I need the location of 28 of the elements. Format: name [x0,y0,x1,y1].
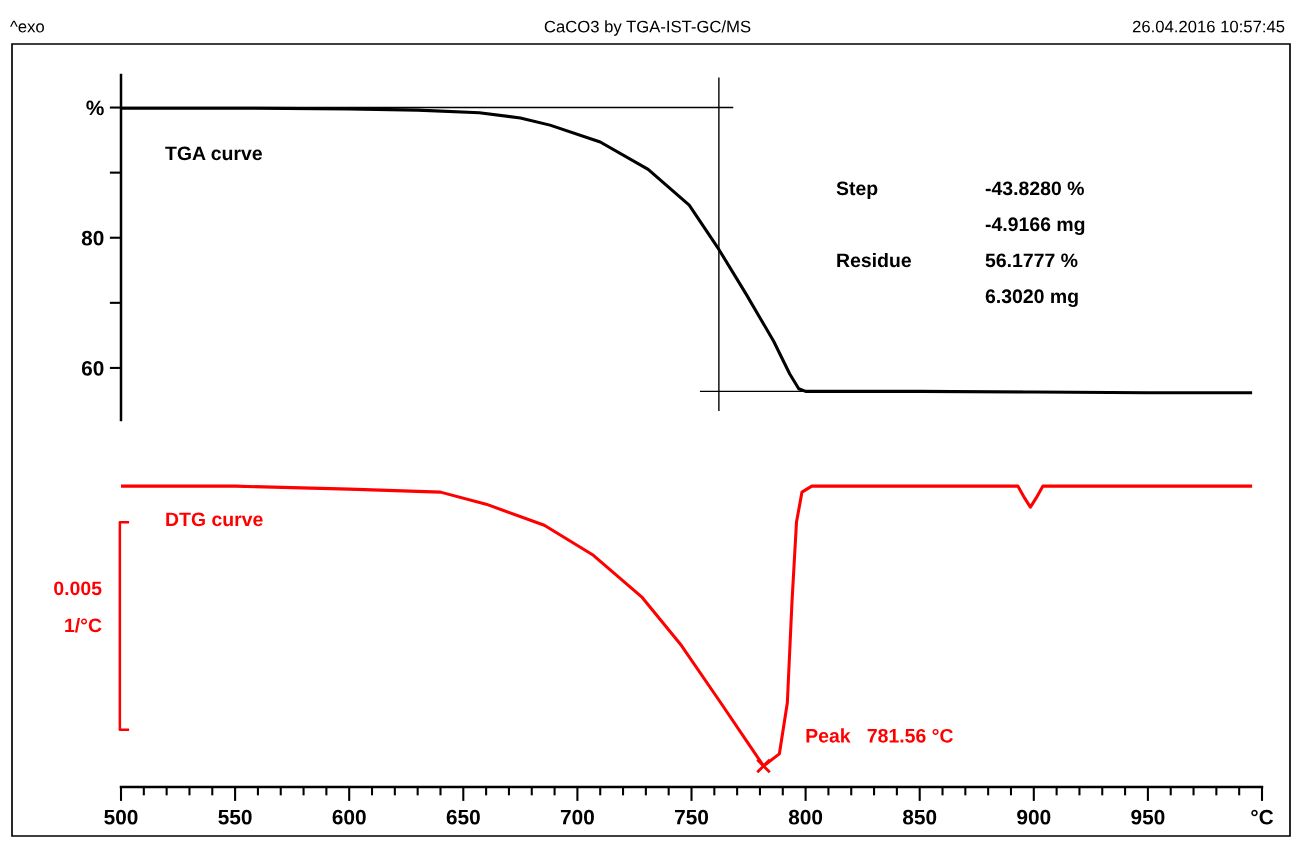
chart-title: CaCO3 by TGA-IST-GC/MS [544,20,751,36]
x-tick-label: 800 [788,809,823,825]
annotation: Step [836,181,878,200]
x-tick-label: 700 [560,809,594,825]
annotation: Peak 781.56 °C [806,728,953,743]
x-tick-label: 550 [218,809,252,825]
x-tick-label: 900 [1017,809,1051,825]
series-label: TGA curve [165,146,262,161]
annotation: 56.1777 % [985,253,1078,268]
x-tick-label: °C [1251,809,1274,825]
annotation: -43.8280 % [985,181,1084,196]
x-tick-label: 600 [332,809,366,825]
text: 1/°C [65,617,102,633]
x-tick-label: 750 [675,809,709,825]
y-tick-label: 60 [81,360,104,376]
x-tick-label: 850 [902,809,937,825]
annotation: Residue [837,252,911,268]
series-label: DTG curve [166,512,263,527]
annotation: 6.3020 mg [985,289,1078,308]
text: 26.04.2016 10:57:45 [1132,20,1285,33]
text: 0.005 [54,581,102,596]
annotation: -4.9166 mg [985,217,1085,236]
y-tick-label: % [86,100,104,116]
text: ^exo [10,20,44,33]
y-tick-label: 80 [81,230,104,246]
x-tick-label: 650 [446,809,480,825]
x-tick-label: 950 [1131,809,1165,825]
x-tick-label: 500 [104,809,138,825]
